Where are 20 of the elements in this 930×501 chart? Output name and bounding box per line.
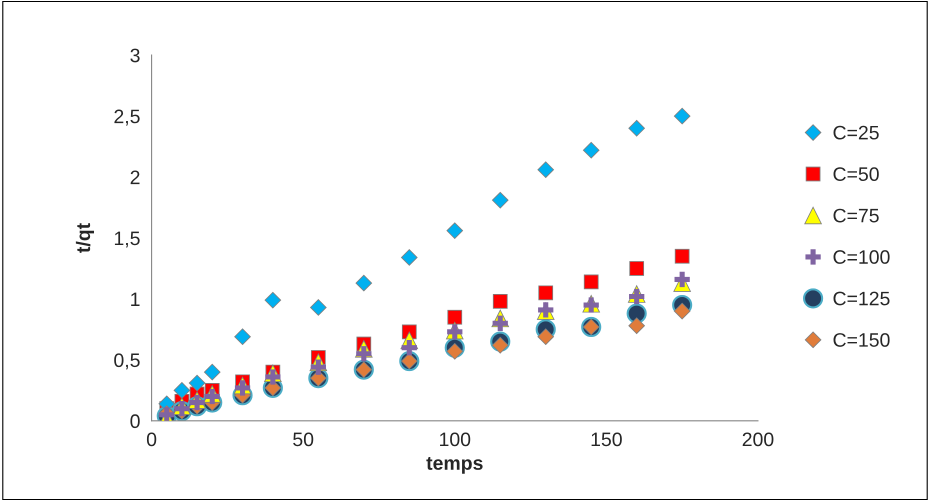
x-tick-label: 100 xyxy=(440,432,470,446)
legend-label: C=50 xyxy=(834,167,879,182)
x-tick-label: 200 xyxy=(742,432,774,446)
legend-label: C=25 xyxy=(834,126,879,140)
x-tick-label: 0 xyxy=(146,432,156,446)
x-tick-label: 150 xyxy=(592,432,622,446)
x-tick-label: 50 xyxy=(293,432,314,446)
y-tick-label: 0 xyxy=(130,414,140,428)
y-tick-label: 2,5 xyxy=(114,110,140,126)
y-tick-label: 3 xyxy=(130,48,140,62)
y-tick-label: 2 xyxy=(130,170,140,184)
y-axis-title: t/qt xyxy=(76,223,94,253)
y-tick-label: 0,5 xyxy=(114,353,140,370)
legend-label: C=100 xyxy=(834,250,890,264)
x-axis-title: temps xyxy=(426,457,483,474)
legend-label: C=125 xyxy=(834,292,890,306)
y-tick-label: 1 xyxy=(131,292,140,306)
y-tick-label: 1,5 xyxy=(114,232,140,248)
legend-label: C=150 xyxy=(834,333,890,347)
legend-label: C=75 xyxy=(834,208,879,222)
